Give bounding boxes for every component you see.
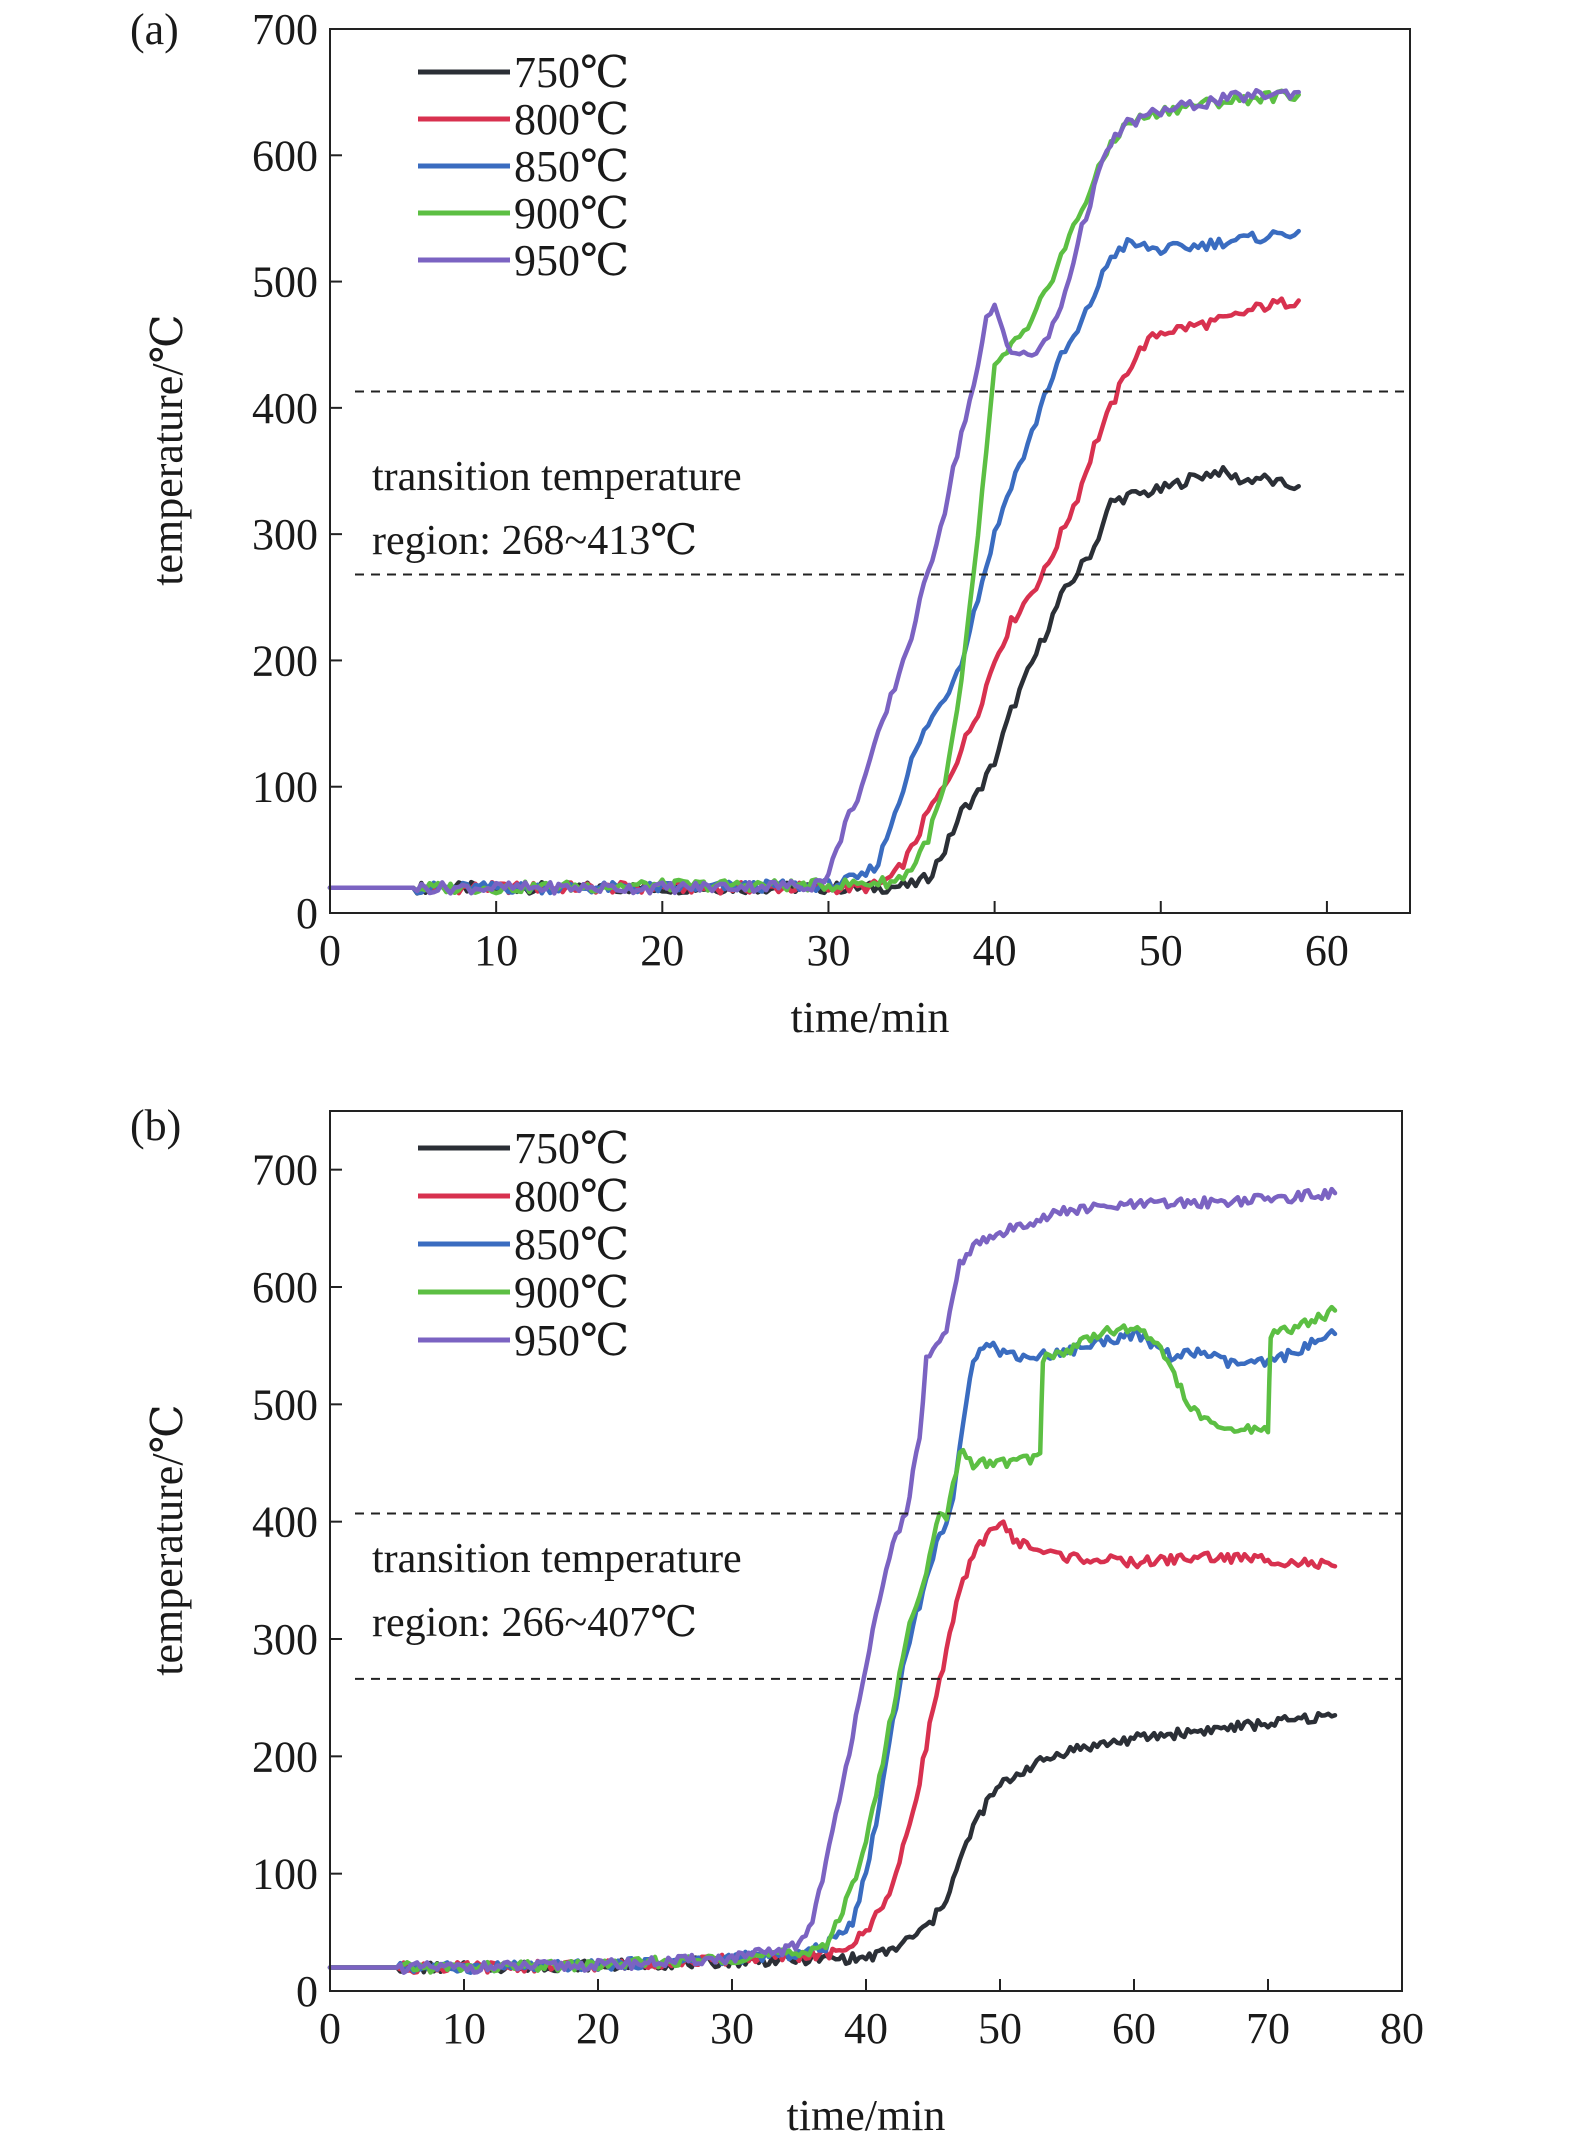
x-tick-label: 80 [1380, 2004, 1424, 2053]
x-axis-ticks: 0 10 20 30 40 50 60 [319, 901, 1349, 975]
y-tick-label: 300 [252, 510, 318, 559]
y-tick-label: 0 [296, 1967, 318, 2016]
x-tick-label: 30 [806, 926, 850, 975]
x-tick-label: 40 [844, 2004, 888, 2053]
y-tick-label: 500 [252, 258, 318, 307]
x-tick-label: 60 [1305, 926, 1349, 975]
y-tick-label: 200 [252, 1732, 318, 1781]
reference-lines [355, 1512, 1402, 1680]
legend-label: 800℃ [514, 1172, 629, 1221]
legend-label: 900℃ [514, 1268, 629, 1317]
x-tick-label: 0 [319, 926, 341, 975]
legend-label: 850℃ [514, 142, 629, 191]
x-tick-label: 70 [1246, 2004, 1290, 2053]
y-tick-label: 100 [252, 763, 318, 812]
y-tick-label: 700 [252, 1146, 318, 1195]
series-line-950℃ [327, 1186, 1338, 1975]
y-tick-label: 500 [252, 1380, 318, 1429]
x-tick-label: 20 [576, 2004, 620, 2053]
legend-label: 900℃ [514, 189, 629, 238]
y-tick-label: 0 [296, 889, 318, 938]
legend-label: 950℃ [514, 1316, 629, 1365]
y-tick-label: 300 [252, 1615, 318, 1664]
legend-label: 800℃ [514, 95, 629, 144]
y-axis-ticks: 0 100 200 300 400 500 600 700 [252, 5, 342, 938]
y-tick-label: 400 [252, 384, 318, 433]
series-layer [327, 87, 1301, 896]
y-tick-label: 600 [252, 131, 318, 180]
chart-panel-b: (b) 0 10 20 30 40 50 60 70 80 0 100 200 300 400 500 60… [130, 1101, 1424, 2140]
y-axis-label: temperature/℃ [143, 1404, 192, 1676]
x-axis-label: time/min [787, 2091, 946, 2140]
x-tick-label: 50 [978, 2004, 1022, 2053]
annotation-line-1: transition temperature [372, 1536, 742, 1582]
plot-frame [329, 28, 1411, 914]
y-tick-label: 600 [252, 1263, 318, 1312]
panel-label: (b) [130, 1101, 181, 1150]
x-tick-label: 20 [640, 926, 684, 975]
annotation-line-2: region: 266~407℃ [372, 1600, 697, 1646]
panel-label: (a) [130, 5, 179, 54]
x-tick-label: 10 [474, 926, 518, 975]
x-tick-label: 50 [1139, 926, 1183, 975]
series-line-950℃ [327, 87, 1301, 896]
x-axis-label: time/min [791, 993, 950, 1042]
series-line-900℃ [327, 1304, 1338, 1975]
legend-label: 750℃ [514, 1124, 629, 1173]
y-tick-label: 400 [252, 1498, 318, 1547]
x-tick-label: 30 [710, 2004, 754, 2053]
legend-label: 850℃ [514, 1220, 629, 1269]
x-tick-label: 10 [442, 2004, 486, 2053]
legend-label: 950℃ [514, 236, 629, 285]
series-layer [327, 1186, 1338, 1975]
legend-label: 750℃ [514, 48, 629, 97]
x-tick-label: 40 [973, 926, 1017, 975]
annotation-line-2: region: 268~413℃ [372, 518, 697, 564]
chart-panel-a: (a) 0 10 20 30 40 50 60 0 100 200 300 400 500 600 700… [130, 5, 1411, 1042]
y-tick-label: 100 [252, 1850, 318, 1899]
y-axis-ticks: 0 100 200 300 400 500 600 700 [252, 1146, 342, 2016]
y-tick-label: 700 [252, 5, 318, 54]
y-tick-label: 200 [252, 636, 318, 685]
annotation-line-1: transition temperature [372, 454, 742, 500]
x-axis-ticks: 0 10 20 30 40 50 60 70 80 [319, 1979, 1424, 2053]
x-tick-label: 0 [319, 2004, 341, 2053]
y-axis-label: temperature/℃ [143, 314, 192, 586]
x-tick-label: 60 [1112, 2004, 1156, 2053]
